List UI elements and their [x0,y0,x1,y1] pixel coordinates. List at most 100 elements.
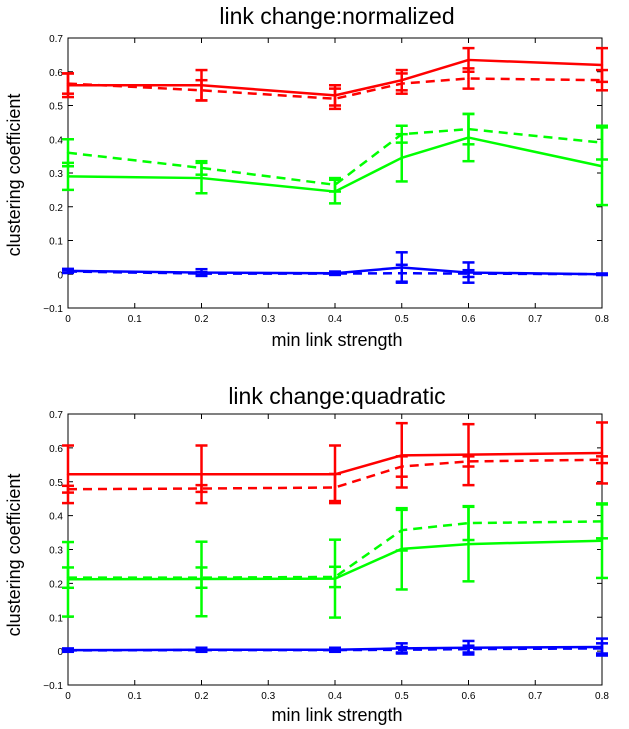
x-tick-label: 0.8 [595,691,609,702]
data-point [200,576,203,579]
x-tick-label: 0.6 [462,314,476,325]
y-tick-label: 0.6 [49,444,63,455]
y-tick-label: 0.2 [49,203,63,214]
series-line [67,647,603,652]
data-point [600,141,604,144]
data-point [200,487,203,490]
x-tick-label: 0.7 [528,314,542,325]
series-line [67,77,603,100]
y-tick-label: 0.5 [49,102,63,113]
series-line [67,136,603,193]
plot-area [62,46,608,284]
data-point [333,575,337,579]
x-tick-label: 0.2 [195,691,209,702]
data-point [200,166,203,170]
chart-panel-normalized: link change:normalized min link strength… [0,0,629,360]
data-point [600,78,604,82]
data-point [600,520,604,523]
data-point [467,58,470,62]
data-point [66,488,70,491]
y-tick-label: 0.3 [49,546,63,557]
y-tick-label: −0.1 [43,304,63,315]
data-point [600,63,604,67]
y-tick-label: 0.4 [49,512,63,523]
x-axis-label: min link strength [271,330,402,350]
x-tick-label: 0.1 [128,314,142,325]
x-tick-label: 0.2 [195,314,209,325]
data-point [400,648,403,651]
y-tick-label: −0.1 [43,681,63,692]
y-axis-label: clustering coefficient [4,94,24,257]
data-point [66,270,70,273]
x-tick-label: 0.7 [528,691,542,702]
x-tick-label: 0.3 [261,691,275,702]
data-point [66,649,70,652]
data-point [400,132,403,136]
data-point [333,97,337,100]
data-point [200,272,203,275]
chart-normalized: link change:normalized min link strength… [4,3,609,350]
data-point [333,648,337,652]
x-tick-label: 0.4 [328,314,342,325]
data-point [600,539,604,542]
x-tick-label: 0.5 [395,314,409,325]
data-point [400,82,403,85]
x-tick-label: 0.4 [328,691,342,702]
x-axis-label: min link strength [271,705,402,725]
chart-title: link change:quadratic [228,383,445,409]
data-point [400,528,403,532]
data-point [467,272,470,275]
x-tick-label: 0.6 [462,691,476,702]
series-line [67,539,603,581]
data-point [400,156,403,160]
data-point [467,647,470,651]
data-point [600,273,604,276]
y-tick-label: 0.3 [49,169,63,180]
chart-quadratic: link change:quadratic min link strength … [4,383,609,725]
data-point [200,648,203,652]
x-tick-label: 0 [65,314,71,325]
data-point [467,127,470,131]
series-line [68,520,603,579]
data-point [200,89,203,92]
data-point [600,451,604,455]
series-line [67,127,603,187]
x-tick-label: 0 [65,691,71,702]
data-point [66,175,70,178]
data-point [400,272,403,275]
x-tick-label: 0.8 [595,314,609,325]
series-line [67,270,603,276]
y-tick-label: 0.6 [49,68,63,79]
data-point [66,576,70,579]
data-point [333,183,337,187]
y-tick-label: 0.2 [49,579,63,590]
data-point [66,473,70,476]
y-axis-label: clustering coefficient [4,474,24,637]
x-tick-label: 0.1 [128,691,142,702]
data-point [467,460,470,463]
data-point [66,82,70,85]
y-tick-label: 0.5 [49,478,63,489]
data-point [333,272,337,275]
data-point [467,542,470,546]
y-tick-label: 0.7 [49,34,63,45]
data-point [600,647,604,650]
y-tick-label: 0.1 [49,613,63,624]
data-point [600,458,604,461]
data-point [200,176,203,180]
y-tick-label: 0.4 [49,135,63,146]
series-line [67,458,603,491]
y-tick-label: 0 [57,647,63,658]
data-point [400,465,403,468]
data-point [600,165,604,168]
plot-area [62,421,608,657]
data-point [467,77,470,80]
x-tick-label: 0.5 [395,691,409,702]
chart-panel-quadratic: link change:quadratic min link strength … [0,372,629,729]
data-point [333,486,337,489]
x-tick-label: 0.3 [261,314,275,325]
data-point [200,473,203,476]
y-tick-label: 0 [57,270,63,281]
y-tick-label: 0.7 [49,410,63,421]
series-line [68,58,603,97]
